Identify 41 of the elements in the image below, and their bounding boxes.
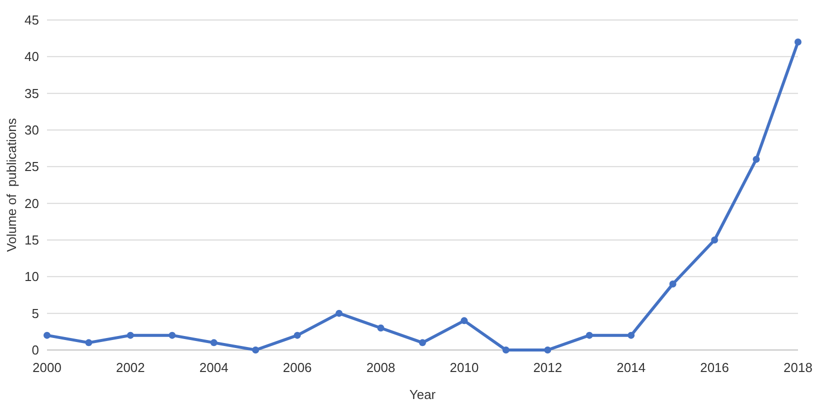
x-tick-label: 2010 xyxy=(450,360,479,375)
point xyxy=(460,317,468,324)
x-tick-label: 2004 xyxy=(199,360,228,375)
x-tick-label: 2002 xyxy=(116,360,145,375)
x-tick-label: 2008 xyxy=(366,360,396,375)
y-tick-label: 40 xyxy=(24,49,39,64)
point xyxy=(669,280,676,288)
point xyxy=(711,236,718,244)
point xyxy=(419,339,426,346)
point xyxy=(294,332,301,339)
point xyxy=(628,332,635,339)
point xyxy=(168,332,176,339)
x-tick-label: 2000 xyxy=(32,360,62,375)
y-tick-label: 30 xyxy=(24,122,39,138)
y-tick-label: 25 xyxy=(24,159,39,174)
y-tick-label: 15 xyxy=(24,232,39,248)
x-tick-label: 2014 xyxy=(616,360,646,375)
point xyxy=(252,346,260,354)
point xyxy=(44,332,50,339)
x-axis-title: Year xyxy=(409,387,436,402)
point xyxy=(377,324,384,332)
point xyxy=(752,156,760,163)
point xyxy=(126,332,134,339)
point xyxy=(794,38,802,46)
point xyxy=(502,346,510,354)
x-tick-label: 2012 xyxy=(533,360,562,375)
y-tick-label: 45 xyxy=(24,12,39,28)
point xyxy=(336,310,343,317)
y-tick-label: 10 xyxy=(24,269,39,284)
point xyxy=(544,346,552,354)
point xyxy=(586,332,593,339)
x-tick-label: 2018 xyxy=(784,360,812,375)
point xyxy=(210,339,218,346)
y-tick-label: 5 xyxy=(32,306,39,321)
y-tick-label: 20 xyxy=(24,196,39,211)
y-tick-label: 35 xyxy=(24,86,39,101)
point xyxy=(85,339,92,346)
y-axis-title: Volume of publications xyxy=(4,118,19,252)
x-tick-label: 2016 xyxy=(700,360,730,375)
y-tick-label: 0 xyxy=(32,342,39,358)
x-tick-label: 2006 xyxy=(282,360,312,375)
